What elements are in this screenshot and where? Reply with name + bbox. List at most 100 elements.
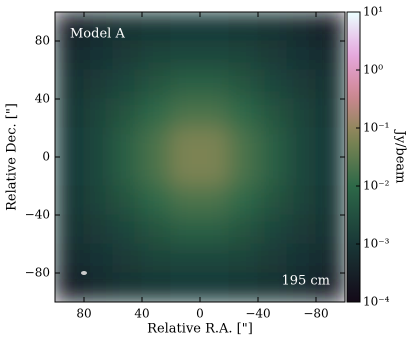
image-cell (315, 69, 345, 100)
image-cell (141, 98, 172, 129)
image-cell (228, 12, 259, 42)
image-cell (228, 214, 259, 245)
image-cell (83, 214, 114, 245)
image-cell (228, 243, 259, 274)
image-cell (286, 156, 317, 187)
image-cell (199, 214, 230, 245)
image-cell (286, 12, 317, 42)
image-cell (112, 272, 143, 302)
image-cell (315, 156, 345, 187)
image-cell (83, 98, 114, 129)
y-tick-label: 40 (35, 92, 50, 106)
image-cell (112, 214, 143, 245)
image-cell (286, 98, 317, 129)
image-cell (257, 98, 288, 129)
image-cell (170, 156, 201, 187)
image-cell (112, 98, 143, 129)
y-tick-label: −80 (25, 266, 50, 280)
image-cell (141, 272, 172, 302)
image-cell (286, 185, 317, 216)
image-cell (286, 214, 317, 245)
image-cell (199, 185, 230, 216)
image-cell (170, 127, 201, 158)
image-cell (141, 40, 172, 71)
image-cell (170, 40, 201, 71)
image-cell (55, 40, 85, 71)
colorbar-tick-label: 10⁻¹ (363, 121, 389, 135)
image-cell (170, 98, 201, 129)
image-cell (315, 243, 345, 274)
image-cell (112, 12, 143, 42)
image (55, 12, 345, 302)
image-cell (170, 243, 201, 274)
image-cell (257, 272, 288, 302)
image-cell (170, 214, 201, 245)
image-cell (141, 243, 172, 274)
image-cell (83, 40, 114, 71)
image-cell (112, 40, 143, 71)
image-cell (199, 127, 230, 158)
image-cell (199, 98, 230, 129)
image-cell (199, 40, 230, 71)
image-cell (83, 243, 114, 274)
x-axis-label: Relative R.A. ["] (147, 322, 253, 337)
image-cell (228, 69, 259, 100)
image-cell (315, 272, 345, 302)
x-tick-label: −80 (303, 307, 328, 321)
y-tick-label: −40 (25, 208, 50, 222)
image-cell (55, 214, 85, 245)
image-cell (55, 12, 85, 42)
image-cell (112, 156, 143, 187)
colorbar-tick-label: 10¹ (363, 5, 383, 19)
image-cell (228, 40, 259, 71)
colorbar-label: Jy/beam (393, 128, 408, 183)
image-cell (257, 127, 288, 158)
x-tick-label: −40 (245, 307, 270, 321)
image-cell (286, 69, 317, 100)
image-cell (315, 12, 345, 42)
image-cell (199, 69, 230, 100)
image-cell (228, 98, 259, 129)
colorbar-tick-label: 10⁻² (363, 179, 390, 193)
y-axis-label: Relative Dec. ["] (5, 103, 20, 211)
image-cell (55, 185, 85, 216)
image-cell (228, 156, 259, 187)
image-cell (141, 185, 172, 216)
image-cell (55, 69, 85, 100)
image-cell (315, 127, 345, 158)
image-cell (170, 69, 201, 100)
image-cell (83, 69, 114, 100)
image-cell (315, 40, 345, 71)
image-cell (112, 243, 143, 274)
beam (81, 271, 87, 275)
image-cell (83, 156, 114, 187)
image-cell (199, 12, 230, 42)
image-cell (257, 185, 288, 216)
image-cell (286, 40, 317, 71)
image-cell (228, 272, 259, 302)
image-cell (170, 272, 201, 302)
image-cell (170, 12, 201, 42)
image-cell (83, 127, 114, 158)
image-cell (315, 214, 345, 245)
image-cell (257, 214, 288, 245)
image-cell (55, 156, 85, 187)
image-cell (315, 98, 345, 129)
image-cell (141, 12, 172, 42)
image-cell (55, 98, 85, 129)
image-cell (257, 40, 288, 71)
image-cell (112, 185, 143, 216)
image-cell (257, 243, 288, 274)
x-tick-label: 80 (76, 307, 91, 321)
image-cell (55, 127, 85, 158)
image-cell (257, 69, 288, 100)
image-cell (257, 156, 288, 187)
y-tick-label: 80 (35, 34, 50, 48)
image-cell (199, 156, 230, 187)
image-cell (315, 185, 345, 216)
image-cell (55, 272, 85, 302)
colorbar (346, 11, 361, 303)
image-cell (286, 272, 317, 302)
x-tick-label: 0 (196, 307, 204, 321)
